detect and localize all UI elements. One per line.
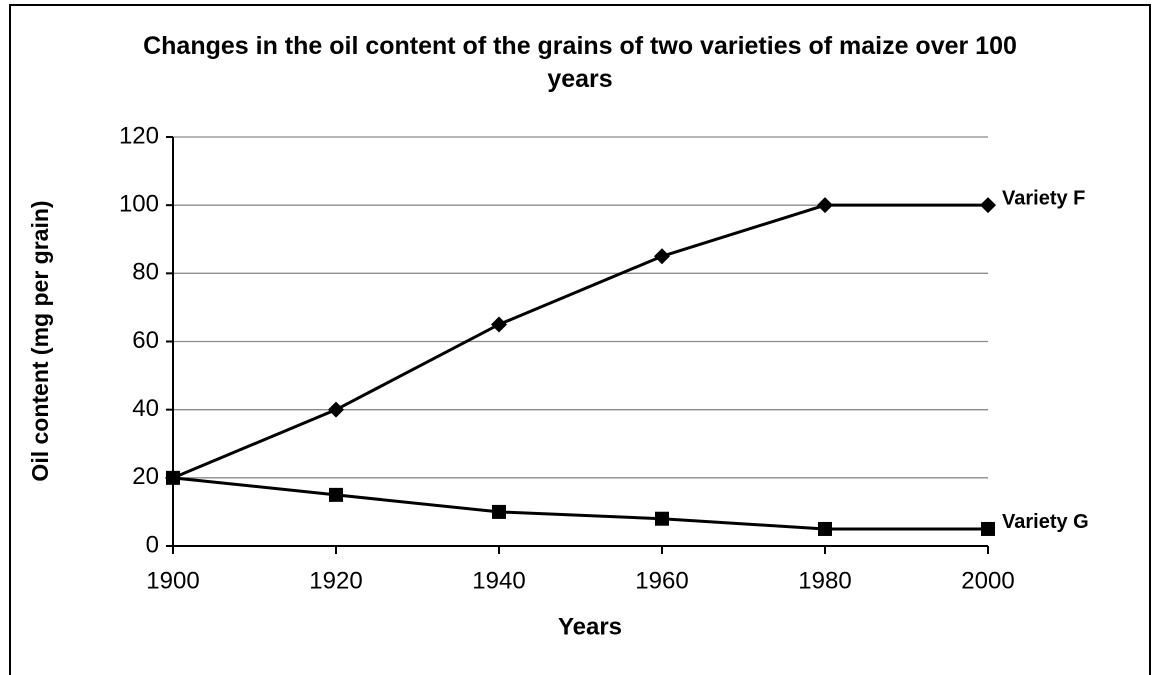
y-tick-label: 20 — [132, 463, 159, 490]
y-tick-label: 80 — [132, 259, 159, 286]
marker — [654, 248, 670, 265]
x-tick-label: 1920 — [309, 567, 362, 594]
marker — [492, 504, 506, 519]
marker — [491, 316, 507, 333]
x-tick-label: 1900 — [146, 567, 199, 594]
marker — [328, 401, 344, 418]
series-line — [172, 203, 988, 480]
marker — [655, 511, 669, 526]
x-tick-label: 1940 — [472, 567, 525, 594]
chart-title: Changes in the oil content of the grains… — [143, 32, 1017, 93]
marker — [980, 197, 996, 214]
y-tick-label: 100 — [119, 191, 159, 218]
series-label: Variety F — [1002, 187, 1085, 209]
y-tick-label: 120 — [119, 122, 159, 149]
x-tick-label: 1980 — [798, 567, 851, 594]
frame — [9, 4, 1151, 675]
marker — [166, 470, 180, 485]
x-axis-label: Years — [558, 613, 622, 640]
marker — [817, 197, 833, 214]
marker — [981, 521, 995, 536]
y-axis-label: Oil content (mg per grain) — [27, 200, 53, 481]
series-label: Variety G — [1002, 511, 1089, 533]
x-tick-label: 1960 — [635, 567, 688, 594]
y-tick-label: 60 — [132, 327, 159, 354]
marker — [818, 521, 832, 536]
marker — [329, 487, 343, 502]
series-line — [172, 476, 988, 531]
y-tick-label: 0 — [146, 531, 159, 558]
y-tick-label: 40 — [132, 395, 159, 422]
x-tick-label: 2000 — [961, 567, 1014, 594]
